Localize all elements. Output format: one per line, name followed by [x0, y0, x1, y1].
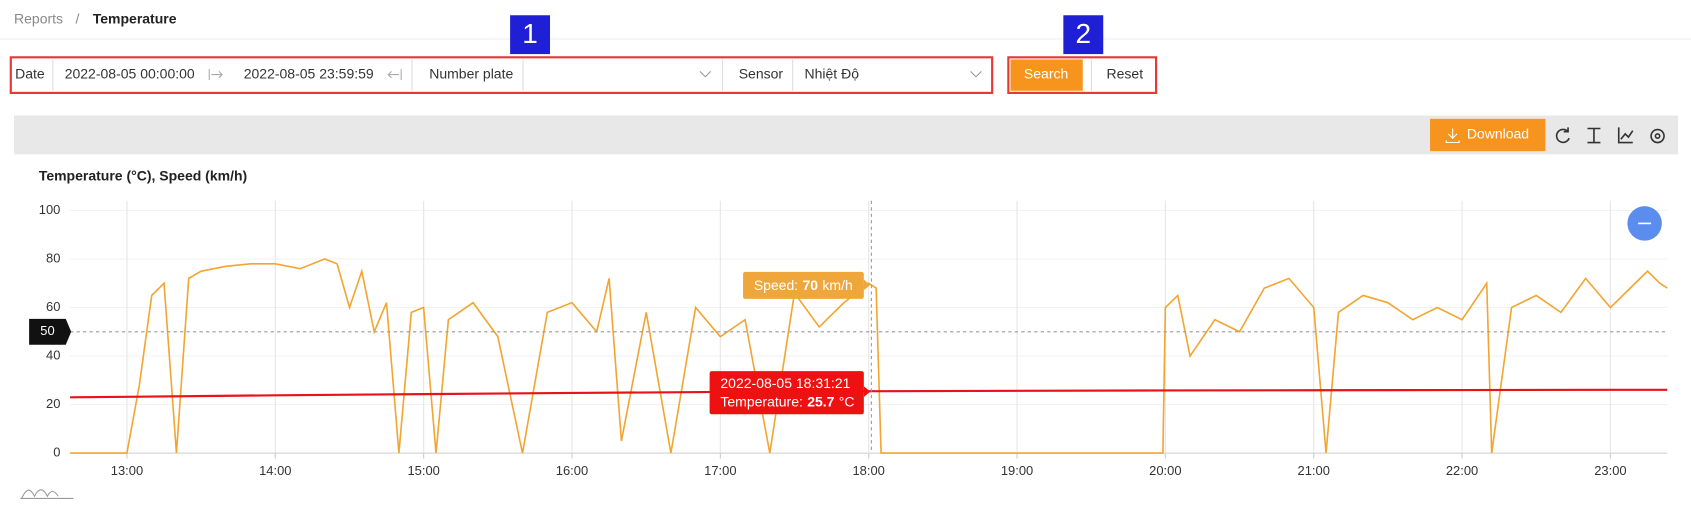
range-arrow — [208, 69, 223, 80]
y-tick-label: 60 — [46, 299, 60, 314]
chevron — [970, 70, 982, 78]
x-tick-label: 17:00 — [704, 463, 736, 478]
search-button[interactable] — [1010, 59, 1083, 91]
breadcrumb-current: Temperature — [93, 10, 177, 26]
filter-dividers — [52, 59, 794, 91]
breadcrumb-parent[interactable]: Reports — [14, 10, 63, 26]
annotation-label: 1 — [522, 18, 538, 49]
navigator-icon[interactable] — [20, 489, 74, 499]
speed-tooltip — [743, 271, 864, 299]
x-tick-label: 14:00 — [259, 463, 291, 478]
toolbar — [14, 115, 1679, 155]
x-tick-label: 19:00 — [1001, 463, 1033, 478]
plate-select[interactable] — [525, 61, 720, 90]
y-tick-label: 20 — [46, 396, 60, 411]
date-label: Date — [15, 65, 45, 81]
x-tick-label: 22:00 — [1446, 463, 1478, 478]
tooltip-time: 2022-08-05 18:31:21 — [720, 375, 850, 391]
tooltip-label: Speed: — [754, 277, 798, 293]
temperature-tooltip-text: Temperature: 25.7 °C — [720, 393, 854, 409]
sensor-label: Sensor — [739, 65, 784, 81]
refresh-icon[interactable] — [1555, 127, 1570, 144]
tooltip-label: Temperature: — [720, 393, 802, 409]
x-tick-label: 20:00 — [1149, 463, 1181, 478]
y-tick-label: 0 — [53, 445, 60, 460]
tooltip-pointer — [863, 386, 871, 398]
date-to[interactable]: 2022-08-05 23:59:59 — [244, 65, 374, 81]
tooltip-unit: km/h — [822, 277, 852, 293]
annotation-box — [510, 15, 551, 55]
download-icon — [1445, 128, 1460, 144]
plate-label: Number plate — [429, 65, 513, 81]
y-tick-label: 40 — [46, 347, 60, 362]
chart-title: Temperature (°C), Speed (km/h) — [39, 168, 247, 184]
chevron — [699, 70, 712, 78]
sensor-select[interactable]: Nhiệt Độ — [805, 65, 860, 81]
tooltip-value: 70 — [803, 277, 819, 293]
x-tick-label: 13:00 — [111, 463, 143, 478]
text-icon[interactable] — [1587, 127, 1601, 144]
search-label[interactable]: Search — [1024, 65, 1068, 81]
series-line — [70, 258, 1668, 454]
tooltip-value: 25.7 — [807, 393, 834, 409]
y-tick-label: 100 — [39, 202, 61, 217]
x-tick-label: 18:00 — [852, 463, 884, 478]
y-tick-label: 80 — [46, 250, 60, 265]
reset-button[interactable]: Reset — [1107, 65, 1144, 81]
x-tick-label: 23:00 — [1594, 463, 1626, 478]
download-label[interactable]: Download — [1467, 126, 1529, 142]
speed-tooltip-text: Speed: 70 km/h — [754, 277, 853, 293]
range-arrow — [387, 69, 402, 80]
settings-icon-core — [1654, 133, 1661, 140]
annotation-box — [1063, 15, 1104, 55]
tooltip-pointer — [863, 279, 871, 291]
plot: 0 20 40 60 80 100 13:00 14:00 15:00 16:00 17:00 18:… — [39, 200, 1668, 478]
crosshair-label: 50 — [40, 323, 54, 338]
settings-icon[interactable] — [1650, 128, 1665, 144]
crosshair-label-box — [29, 318, 72, 345]
annotation-label: 2 — [1076, 18, 1092, 49]
tooltip-unit: °C — [839, 393, 855, 409]
x-tick-label: 16:00 — [556, 463, 588, 478]
chart-icon[interactable] — [1617, 127, 1634, 144]
x-tick-label: 15:00 — [407, 463, 439, 478]
breadcrumb-separator: / — [75, 10, 79, 26]
temperature-tooltip — [709, 371, 864, 415]
x-tick-label: 21:00 — [1298, 463, 1330, 478]
date-from[interactable]: 2022-08-05 00:00:00 — [65, 65, 195, 81]
filter-group — [9, 56, 994, 94]
